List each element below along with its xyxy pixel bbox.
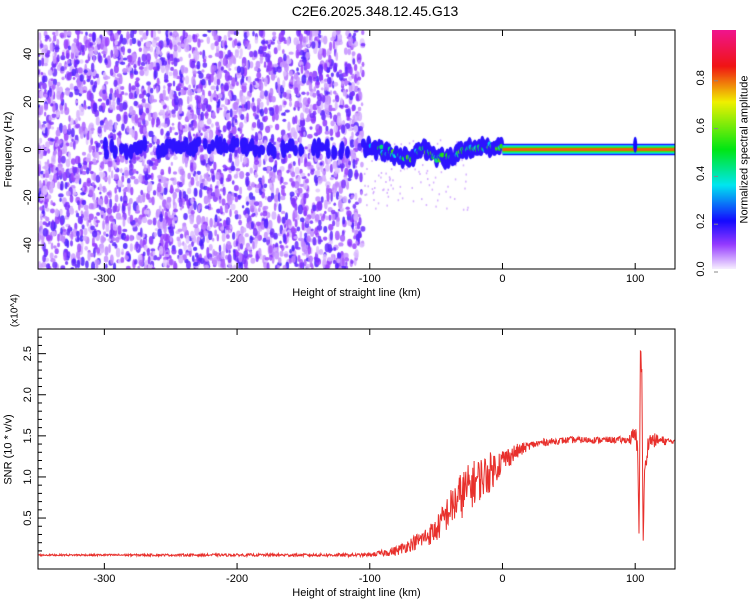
- chart-title: C2E6.2025.348.12.45.G13: [291, 3, 459, 19]
- y-multiplier-label: (x10^4): [9, 293, 21, 328]
- y-tick-label: 0.5: [22, 510, 34, 525]
- y-tick-label: 1.5: [22, 428, 34, 443]
- bottom-plot-frame: [37, 328, 676, 570]
- y-tick-label: 2.5: [22, 346, 34, 361]
- y-tick-label: 2.0: [22, 387, 34, 402]
- y-tick-label: -20: [22, 189, 34, 205]
- bottom-y-axis-label: SNR (10 * v/v): [2, 414, 15, 485]
- x-tick-label: 100: [626, 573, 644, 585]
- colorbar-tick-label: 0.8: [695, 70, 707, 85]
- y-tick-label: 0: [22, 146, 34, 152]
- snr-series-line: [37, 349, 675, 559]
- y-tick-label: -40: [22, 237, 34, 253]
- top-x-axis-label: Height of straight line (km): [292, 287, 421, 299]
- colorbar-tick-label: 0.6: [695, 118, 707, 133]
- colorbar: [712, 30, 736, 269]
- bottom-x-axis-label: Height of straight line (km): [292, 587, 421, 599]
- colorbar-axis: 0.0 0.2 0.4 0.6 0.8: [695, 70, 718, 277]
- x-tick-label: -300: [93, 273, 115, 285]
- x-tick-label: -300: [93, 573, 115, 585]
- colorbar-tick-label: 0.0: [695, 261, 707, 276]
- y-tick-label: 40: [22, 48, 34, 60]
- y-tick-label: 20: [22, 96, 34, 108]
- colorbar-tick-label: 0.4: [695, 166, 707, 181]
- x-tick-label: -100: [359, 573, 381, 585]
- x-tick-label: 0: [499, 273, 505, 285]
- x-tick-label: 0: [499, 573, 505, 585]
- spectrogram-heatmap: [38, 30, 675, 269]
- x-tick-label: 100: [626, 273, 644, 285]
- y-tick-label: 1.0: [22, 469, 34, 484]
- x-tick-label: -200: [226, 273, 248, 285]
- x-tick-label: -200: [226, 573, 248, 585]
- x-tick-label: -100: [359, 273, 381, 285]
- colorbar-tick-label: 0.2: [695, 214, 707, 229]
